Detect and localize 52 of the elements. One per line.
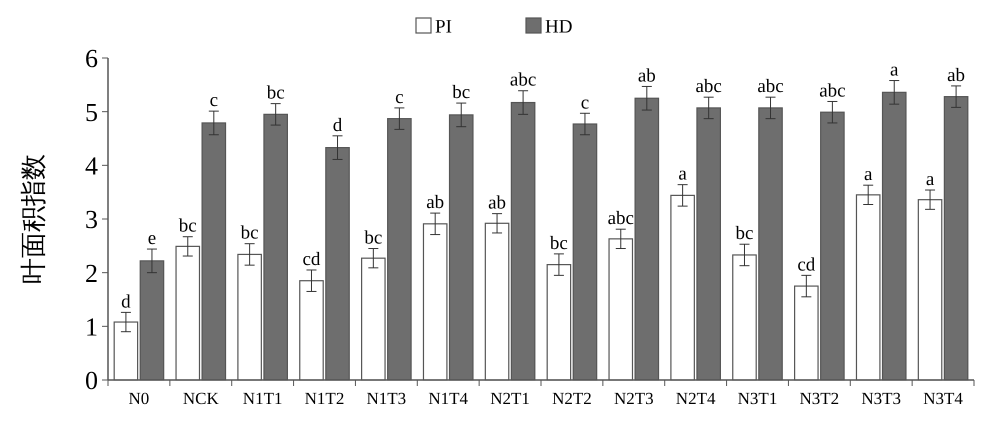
data-label: ab (488, 192, 506, 214)
x-tick-label: N3T1 (738, 389, 778, 408)
data-label: ab (638, 65, 656, 86)
data-label: bc (736, 223, 754, 244)
x-tick-label: N1T2 (304, 389, 344, 408)
legend-label: PI (435, 16, 452, 38)
data-label: d (332, 114, 343, 136)
data-label: abc (608, 208, 634, 230)
x-tick-label: N2T1 (490, 389, 530, 408)
data-label: a (926, 169, 935, 190)
data-label: bc (240, 222, 259, 244)
data-label: ab (426, 192, 444, 214)
x-tick-label: N2T2 (552, 389, 592, 408)
x-tick-label: N3T3 (861, 389, 902, 408)
x-tick-label: N3T2 (800, 389, 840, 408)
y-tick-label: 3 (85, 205, 98, 234)
y-axis-title: 叶面积指数 (19, 154, 48, 284)
data-label: bc (266, 82, 285, 104)
data-label: c (395, 86, 404, 108)
y-tick-label: 4 (85, 151, 98, 180)
x-tick-label: N2T3 (614, 389, 654, 408)
x-tick-label: N1T1 (242, 389, 282, 408)
data-label: d (121, 291, 132, 312)
y-tick-label: 2 (85, 258, 98, 288)
data-label: a (864, 164, 873, 186)
x-tick-label: N1T3 (366, 389, 406, 408)
x-tick-label: N1T4 (428, 389, 469, 408)
x-tick-label: N2T4 (676, 389, 716, 408)
data-label: cd (302, 248, 321, 270)
data-label: c (580, 92, 590, 114)
data-label: abc (510, 70, 536, 91)
data-label: a (890, 60, 900, 81)
data-label: c (210, 90, 218, 112)
data-label: bc (452, 82, 470, 104)
data-label: bc (364, 228, 382, 249)
data-label: ab (947, 64, 966, 86)
y-tick-label: 5 (85, 98, 98, 127)
y-tick-label: 0 (85, 366, 98, 396)
data-label: bc (178, 216, 197, 237)
data-label: cd (797, 254, 816, 276)
x-tick-label: NCK (182, 389, 220, 408)
data-label: abc (695, 76, 722, 98)
data-label: e (148, 228, 156, 250)
y-tick-label: 1 (85, 312, 98, 342)
legend-label: HD (545, 16, 572, 38)
data-label: abc (757, 76, 784, 98)
data-label: a (678, 164, 688, 185)
data-label: bc (550, 232, 568, 254)
x-tick-label: N0 (128, 389, 150, 408)
y-tick-label: 6 (85, 44, 98, 74)
x-tick-label: N3T4 (923, 389, 964, 408)
data-label: abc (819, 80, 846, 102)
